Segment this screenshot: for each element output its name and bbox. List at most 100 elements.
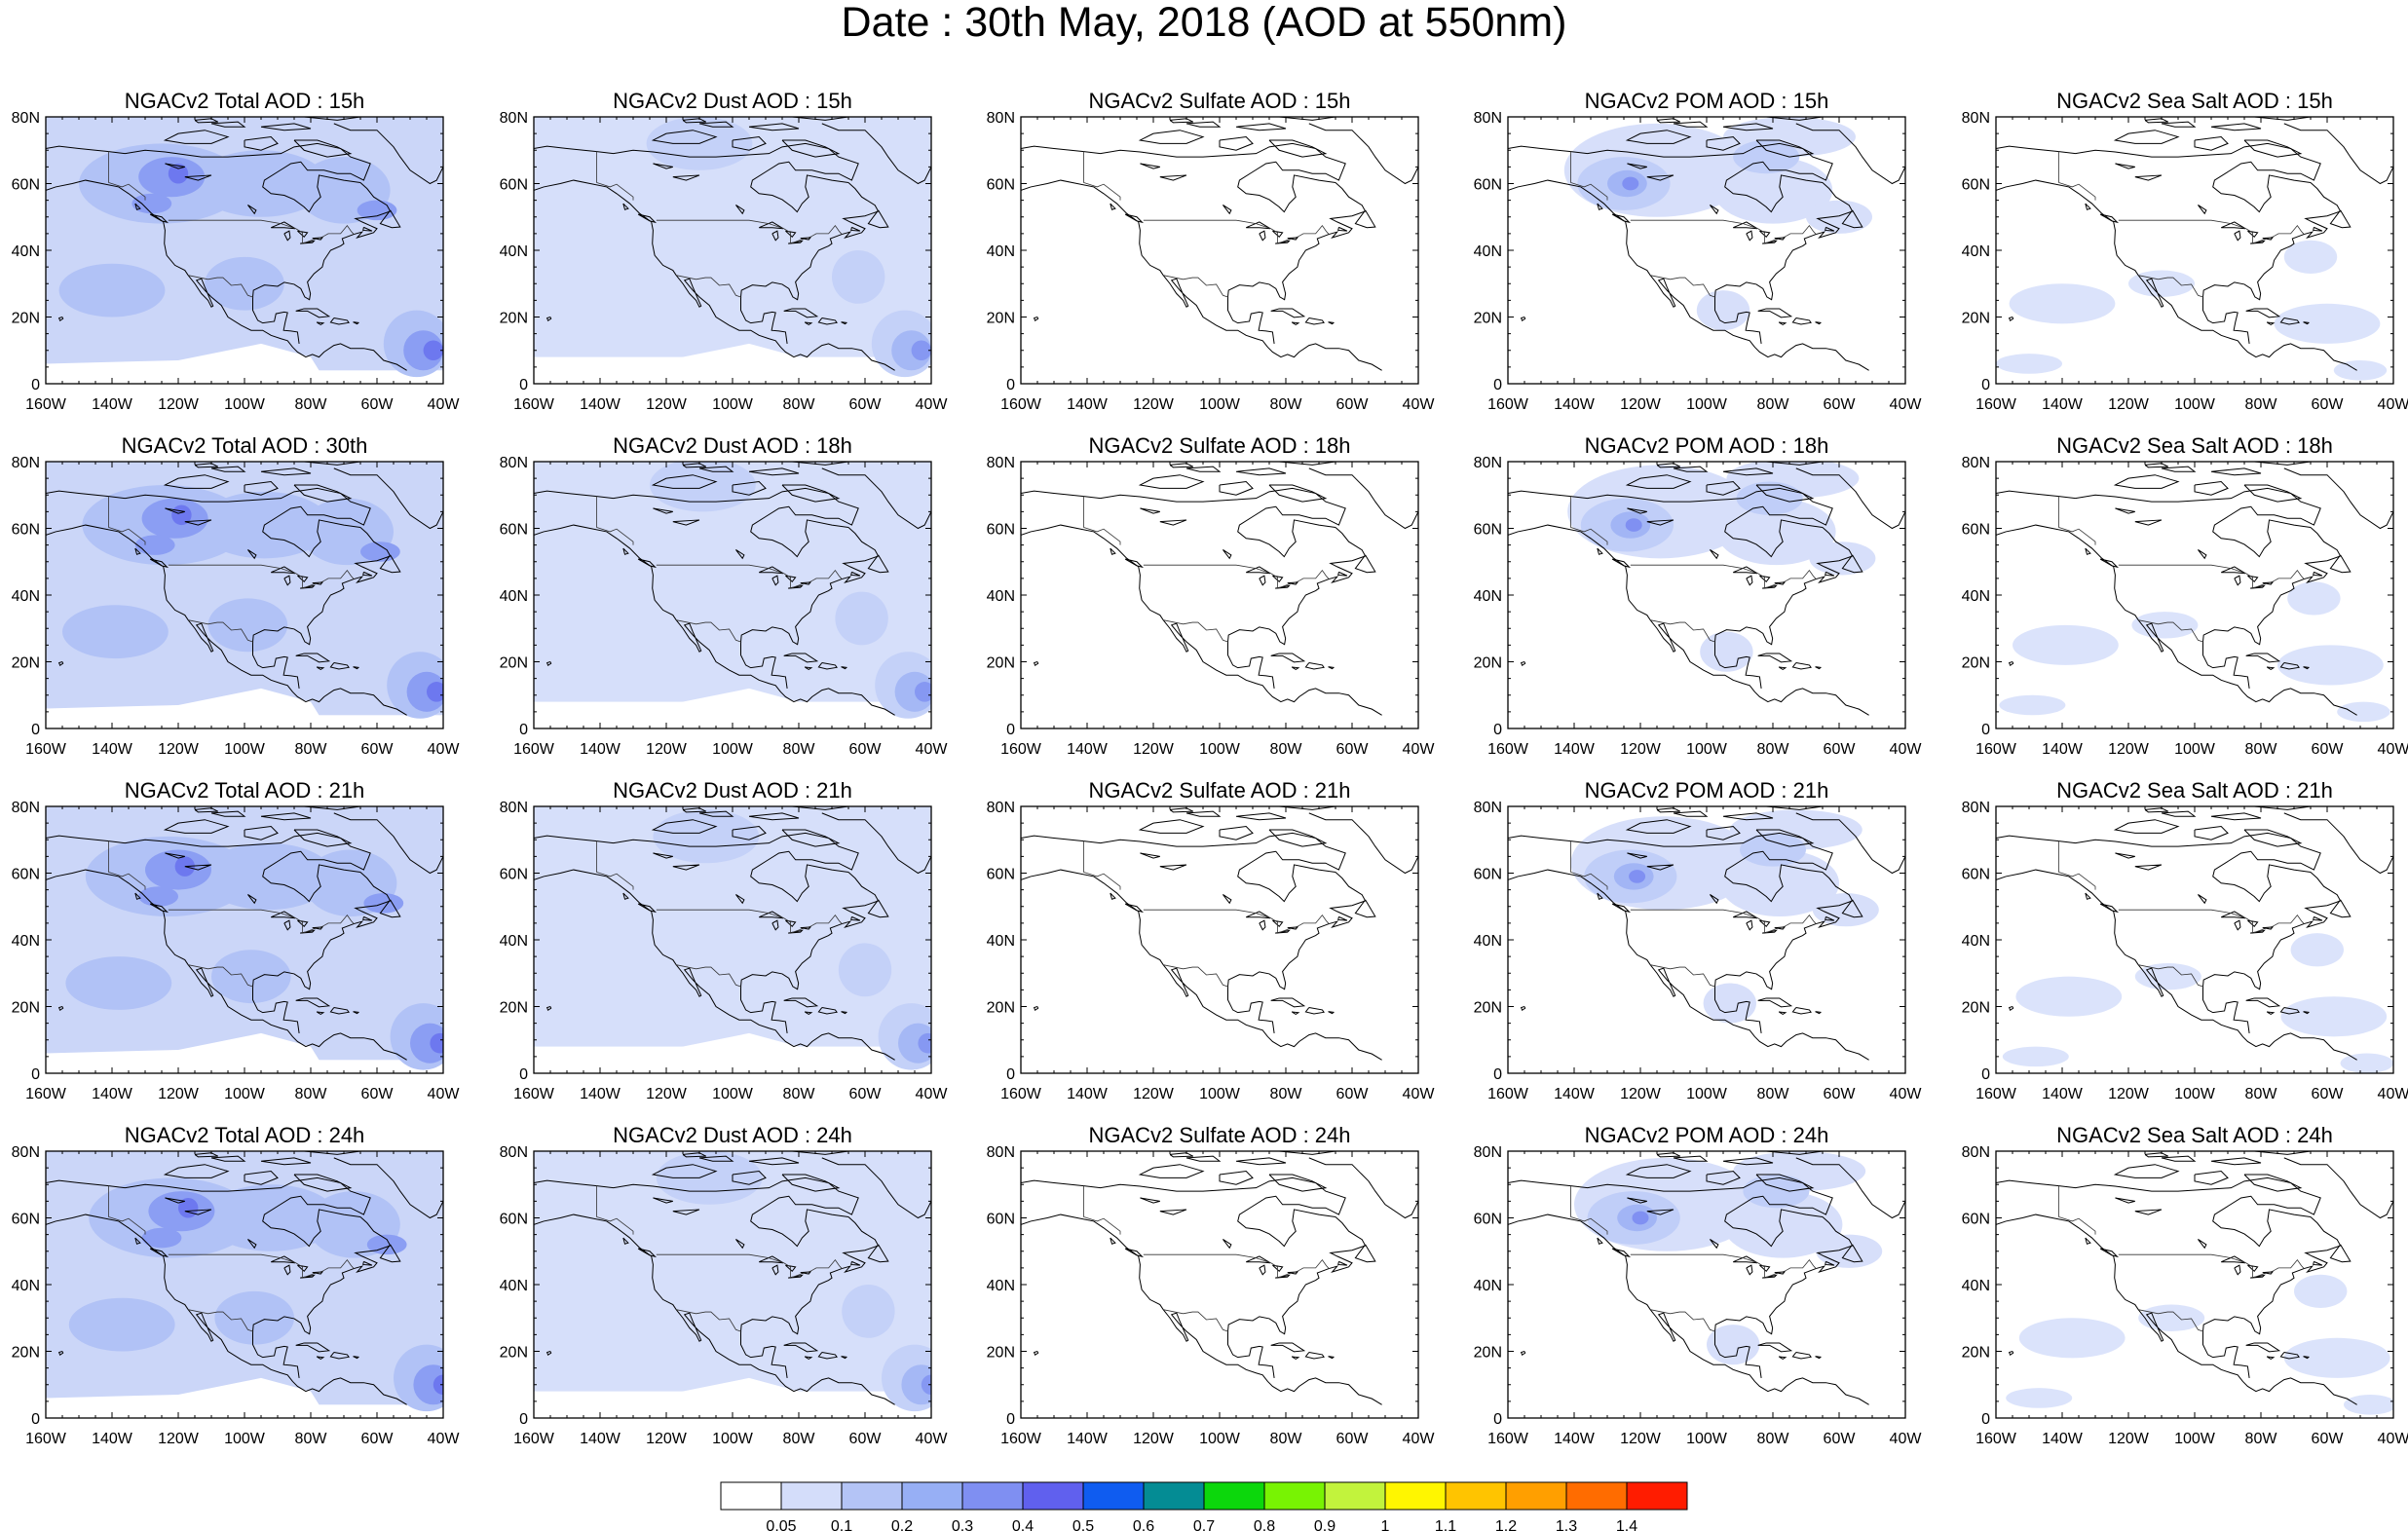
lon-tick-label: 40W xyxy=(428,1086,461,1102)
lon-tick-label: 120W xyxy=(2108,1086,2150,1102)
map-plot: 160W 140W 120W 100W 80W 60W 40W 0 20N 40N 60N 80N xyxy=(1962,1144,2408,1447)
borders xyxy=(596,151,843,298)
aod-region xyxy=(406,671,443,712)
map-panel-dust: NGACv2 Dust AOD : 18h 160W 140W 120W 100W 80W… xyxy=(487,345,974,759)
lon-tick-label: 120W xyxy=(158,396,200,413)
lon-tick-label: 140W xyxy=(92,1431,133,1447)
panel-title: NGACv2 Dust AOD : 24h xyxy=(613,1123,852,1147)
lat-tick-label: 60N xyxy=(12,177,40,194)
lon-tick-label: 140W xyxy=(2042,396,2084,413)
panel-title: NGACv2 Total AOD : 30th xyxy=(121,433,368,458)
lon-tick-label: 60W xyxy=(361,1086,395,1102)
lon-tick-label: 160W xyxy=(1487,741,1529,758)
lat-tick-label: 0 xyxy=(31,377,40,393)
lat-tick-label: 80N xyxy=(12,1144,40,1161)
lon-tick-label: 60W xyxy=(1824,1431,1857,1447)
lon-tick-label: 160W xyxy=(1975,1431,2017,1447)
lon-tick-label: 140W xyxy=(2042,1086,2084,1102)
aod-field xyxy=(1570,809,1879,1024)
lat-tick-label: 60N xyxy=(1474,1212,1502,1228)
lat-tick-label: 0 xyxy=(31,722,40,738)
lon-tick-label: 160W xyxy=(513,1431,555,1447)
lon-tick-label: 100W xyxy=(1686,741,1728,758)
lon-tick-label: 60W xyxy=(1824,1086,1857,1102)
lat-tick-label: 80N xyxy=(1962,455,1990,471)
aod-region xyxy=(2002,1046,2069,1067)
aod-region xyxy=(918,1032,931,1054)
lon-tick-label: 100W xyxy=(1686,1086,1728,1102)
aod-region xyxy=(921,1374,931,1396)
lon-tick-label: 40W xyxy=(1403,741,1436,758)
coastlines xyxy=(1021,806,1418,1061)
coastlines xyxy=(1021,1151,1418,1405)
lon-tick-label: 140W xyxy=(1554,1086,1596,1102)
lon-tick-label: 100W xyxy=(224,1431,266,1447)
lon-tick-label: 160W xyxy=(513,1086,555,1102)
lon-tick-label: 60W xyxy=(2312,396,2345,413)
map-panel-sulfate: NGACv2 Sulfate AOD : 21h 160W 140W 120W 100W… xyxy=(974,690,1461,1103)
map-panel-seasalt: NGACv2 Sea Salt AOD : 15h 160W 140W 120W 100… xyxy=(1949,0,2408,414)
lat-tick-label: 40N xyxy=(12,933,40,950)
lon-tick-label: 80W xyxy=(295,1431,328,1447)
aod-region xyxy=(915,682,931,702)
lat-tick-label: 60N xyxy=(500,1212,528,1228)
lon-tick-label: 80W xyxy=(295,396,328,413)
lon-tick-label: 120W xyxy=(2108,741,2150,758)
map-plot: 160W 140W 120W 100W 80W 60W 40W 0 20N 40N 60N 80N xyxy=(1962,110,2408,413)
aod-region xyxy=(911,340,931,361)
aod-region xyxy=(65,956,172,1010)
aod-region xyxy=(1625,518,1642,532)
lat-tick-label: 20N xyxy=(1962,311,1990,327)
lat-tick-label: 0 xyxy=(519,1066,528,1083)
lon-tick-label: 60W xyxy=(849,741,883,758)
lat-tick-label: 80N xyxy=(500,1144,528,1161)
lat-tick-label: 60N xyxy=(987,177,1015,194)
aod-region xyxy=(171,504,192,526)
aod-region xyxy=(141,1227,182,1249)
map-panel-sulfate: NGACv2 Sulfate AOD : 24h 160W 140W 120W 100W… xyxy=(974,1034,1461,1448)
lon-tick-label: 140W xyxy=(92,396,133,413)
lat-tick-label: 80N xyxy=(987,800,1015,816)
lat-tick-label: 60N xyxy=(500,177,528,194)
lat-tick-label: 0 xyxy=(1493,1066,1502,1083)
lon-tick-label: 60W xyxy=(1336,396,1370,413)
lon-tick-label: 100W xyxy=(1199,1086,1241,1102)
lon-tick-label: 60W xyxy=(1336,1086,1370,1102)
lon-tick-label: 60W xyxy=(361,396,395,413)
borders xyxy=(1083,151,1330,298)
aod-region xyxy=(2280,996,2388,1037)
aod-region xyxy=(653,809,760,864)
lon-tick-label: 140W xyxy=(1554,396,1596,413)
lat-tick-label: 40N xyxy=(987,243,1015,260)
map-plot: 160W 140W 120W 100W 80W 60W 40W 0 20N 40N 60N 80N xyxy=(1474,800,1923,1102)
lon-tick-label: 120W xyxy=(158,1431,200,1447)
lat-tick-label: 80N xyxy=(1474,800,1502,816)
map-plot: 160W 140W 120W 100W 80W 60W 40W 0 20N 40N 60N 80N xyxy=(1962,455,2408,758)
map-panel-seasalt: NGACv2 Sea Salt AOD : 21h 160W 140W 120W 100… xyxy=(1949,690,2408,1103)
lon-tick-label: 120W xyxy=(1133,741,1175,758)
lat-tick-label: 60N xyxy=(987,867,1015,883)
lat-tick-label: 40N xyxy=(1962,588,1990,605)
lat-tick-label: 60N xyxy=(12,867,40,883)
lat-tick-label: 40N xyxy=(1474,933,1502,950)
lon-tick-label: 40W xyxy=(428,396,461,413)
panel-title: NGACv2 POM AOD : 15h xyxy=(1584,89,1829,113)
lon-tick-label: 120W xyxy=(2108,396,2150,413)
coastlines xyxy=(534,806,931,1061)
lon-tick-label: 80W xyxy=(1757,1086,1790,1102)
coastlines xyxy=(1021,117,1418,371)
lat-tick-label: 60N xyxy=(987,1212,1015,1228)
lat-tick-label: 0 xyxy=(31,1066,40,1083)
lon-tick-label: 140W xyxy=(580,741,621,758)
lat-tick-label: 40N xyxy=(1474,1278,1502,1294)
lon-tick-label: 100W xyxy=(712,396,754,413)
lon-tick-label: 40W xyxy=(2378,1431,2408,1447)
lon-tick-label: 140W xyxy=(580,1086,621,1102)
aod-field xyxy=(534,806,931,1073)
panel-title: NGACv2 Sea Salt AOD : 24h xyxy=(2056,1123,2333,1147)
lat-tick-label: 20N xyxy=(987,1000,1015,1017)
lat-tick-label: 40N xyxy=(12,588,40,605)
aod-region xyxy=(1740,833,1806,867)
lat-tick-label: 20N xyxy=(1474,1000,1502,1017)
lat-tick-label: 80N xyxy=(12,455,40,471)
